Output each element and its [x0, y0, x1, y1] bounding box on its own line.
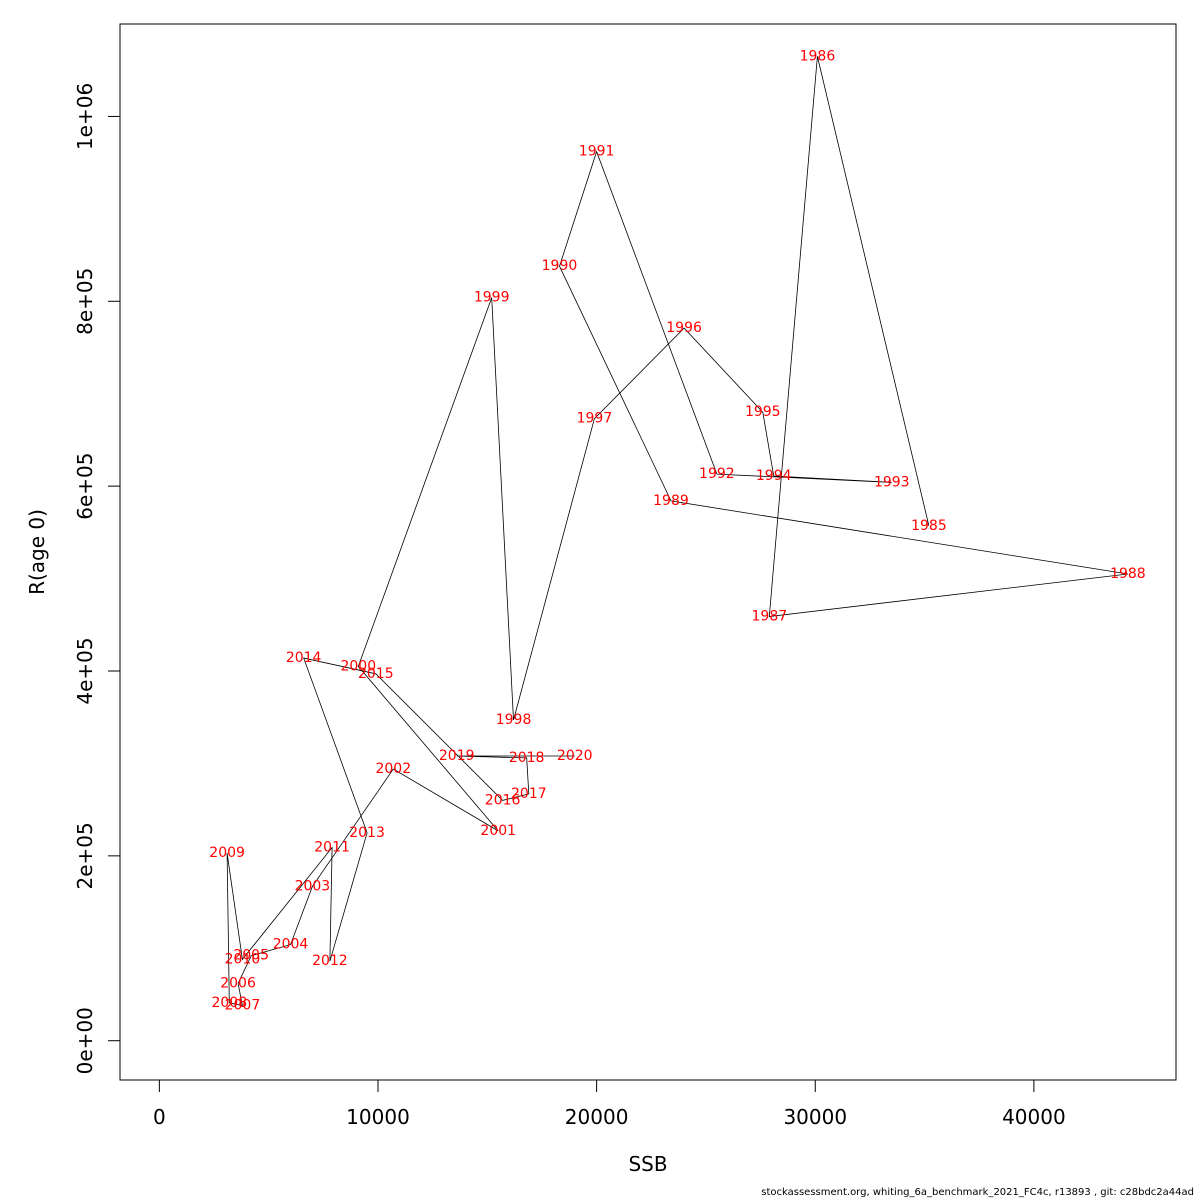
year-label-2009: 2009: [209, 845, 245, 861]
year-label-2016: 2016: [485, 792, 521, 808]
year-label-1985: 1985: [911, 518, 947, 534]
year-label-1998: 1998: [496, 712, 532, 728]
x-axis: 0 10000 20000 30000 40000: [153, 1079, 1066, 1129]
y-tick-label: 4e+05: [73, 637, 97, 704]
year-label-2004: 2004: [273, 937, 309, 953]
y-tick-label: 6e+05: [73, 453, 97, 520]
year-label-2008: 2008: [211, 995, 247, 1011]
y-tick-label: 0e+00: [73, 1007, 97, 1074]
year-label-2010: 2010: [225, 951, 261, 967]
x-tick-label: 0: [153, 1105, 166, 1129]
year-labels: 1985 1986 1987 1988 1989 1990 1991 1992 1993 1994…: [209, 48, 1145, 1013]
year-label-1999: 1999: [474, 290, 510, 306]
year-label-1993: 1993: [874, 474, 910, 490]
y-tick-label: 1e+06: [73, 83, 97, 150]
year-label-1996: 1996: [666, 320, 702, 336]
year-label-2000: 2000: [340, 658, 376, 674]
year-label-2017: 2017: [511, 786, 547, 802]
year-label-2012: 2012: [312, 953, 348, 969]
footer-credit: stockassessment.org, whiting_6a_benchmar…: [761, 1187, 1194, 1198]
year-label-2002: 2002: [375, 761, 411, 777]
y-tick-label: 2e+05: [73, 822, 97, 889]
x-axis-label: SSB: [628, 1152, 667, 1176]
year-label-1986: 1986: [800, 48, 836, 64]
year-label-2019: 2019: [439, 748, 475, 764]
year-label-2006: 2006: [220, 975, 256, 991]
year-label-1987: 1987: [752, 608, 788, 624]
year-label-2014: 2014: [286, 650, 322, 666]
year-label-2001: 2001: [480, 823, 516, 839]
year-label-1990: 1990: [542, 258, 578, 274]
year-label-2011: 2011: [314, 840, 350, 856]
x-tick-label: 10000: [346, 1105, 410, 1129]
year-label-1991: 1991: [579, 144, 615, 160]
year-label-1989: 1989: [653, 493, 689, 509]
x-tick-label: 20000: [565, 1105, 629, 1129]
year-label-1992: 1992: [699, 466, 735, 482]
year-label-2015: 2015: [358, 666, 394, 682]
year-label-2007: 2007: [225, 998, 261, 1014]
y-tick-label: 8e+05: [73, 268, 97, 335]
year-label-1994: 1994: [756, 468, 792, 484]
year-label-1995: 1995: [745, 404, 781, 420]
x-tick-label: 30000: [783, 1105, 847, 1129]
year-label-1997: 1997: [577, 411, 613, 427]
year-label-2005: 2005: [233, 948, 269, 964]
y-axis: 0e+00 2e+05 4e+05 6e+05 8e+05 1e+06: [73, 83, 121, 1074]
plot-frame: [119, 23, 1177, 1081]
year-label-2020: 2020: [557, 748, 593, 764]
x-tick-label: 40000: [1002, 1105, 1066, 1129]
year-label-2018: 2018: [509, 750, 545, 766]
y-axis-label: R(age 0): [25, 509, 49, 595]
year-label-2003: 2003: [295, 878, 331, 894]
year-label-1988: 1988: [1110, 566, 1146, 582]
recruitment-trajectory-line: [226, 56, 1128, 1007]
year-label-2013: 2013: [349, 825, 385, 841]
